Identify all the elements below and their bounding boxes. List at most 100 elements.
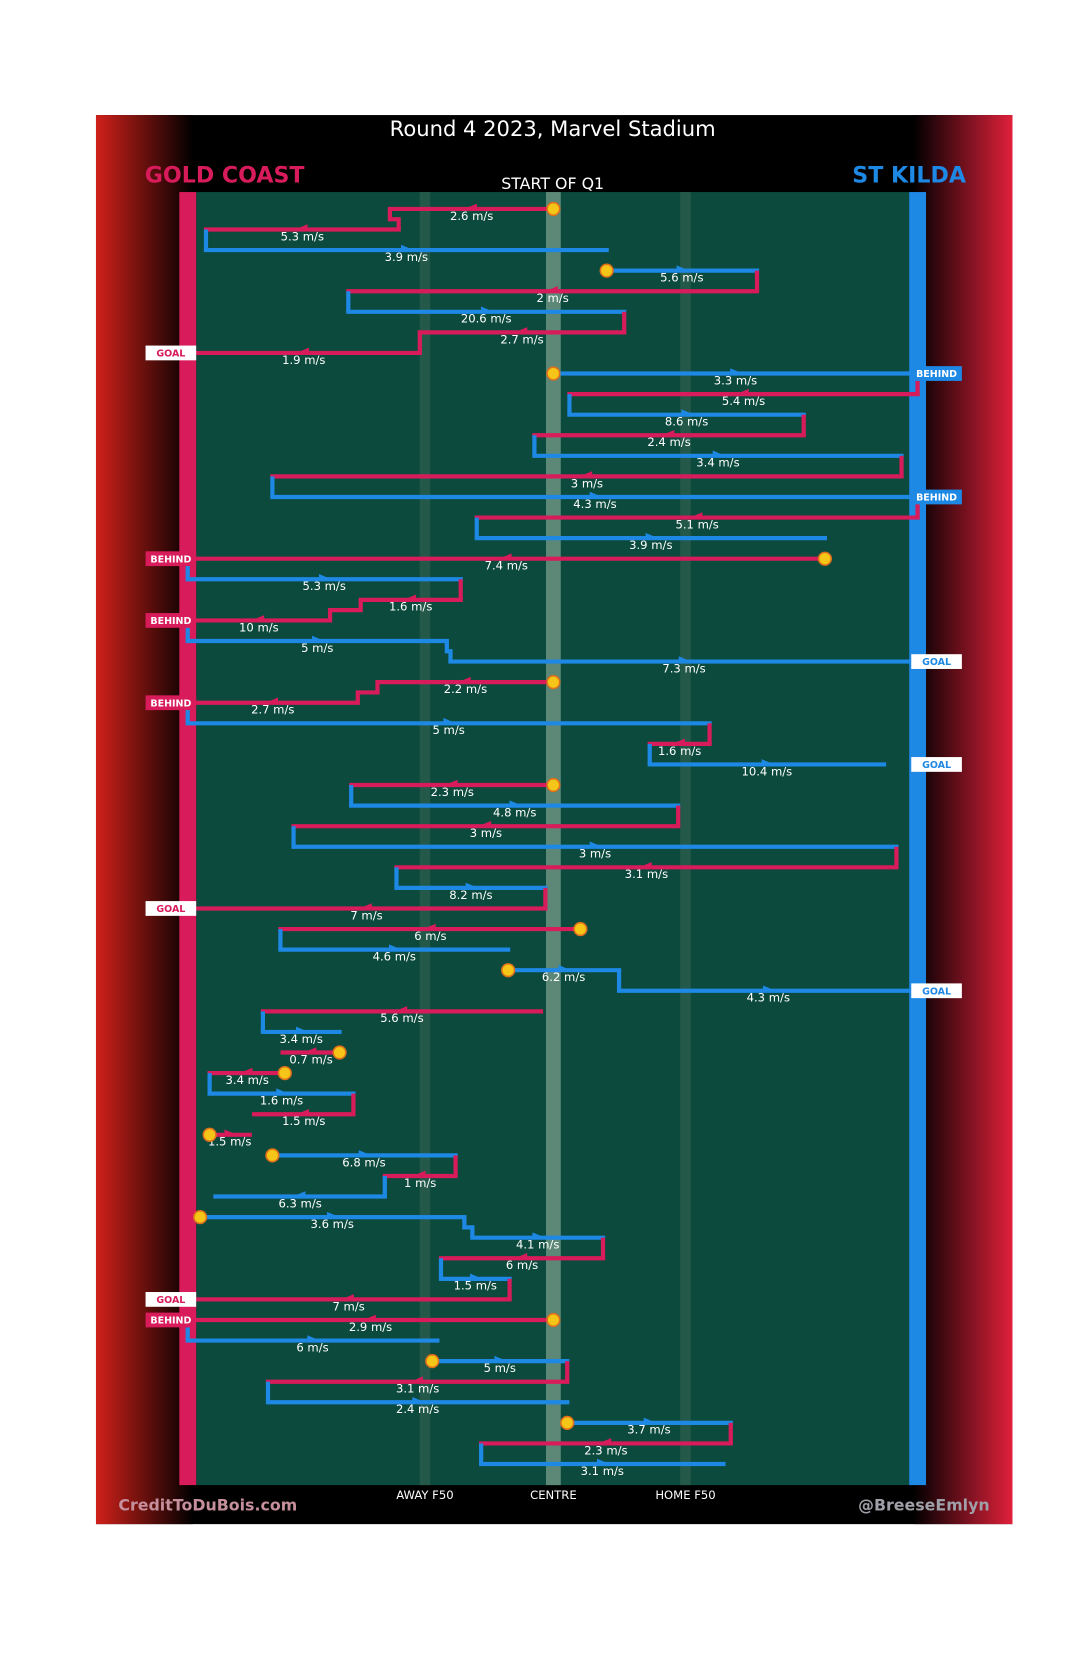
result-label: GOAL: [922, 657, 951, 668]
speed-label: 7 m/s: [333, 1299, 365, 1313]
speed-label: 3.4 m/s: [280, 1032, 323, 1046]
speed-label: 3.9 m/s: [629, 538, 672, 552]
speed-label: 10 m/s: [239, 620, 279, 634]
arrow: [265, 697, 279, 704]
speed-label: 1.6 m/s: [658, 744, 701, 758]
ball-up: [546, 366, 561, 381]
speed-label: 7.4 m/s: [485, 559, 528, 573]
result-label: GOAL: [922, 986, 951, 997]
arrow: [465, 882, 479, 889]
speed-label: 1.6 m/s: [260, 1094, 303, 1108]
result-tag: [911, 983, 962, 999]
arrow: [478, 820, 492, 828]
x-tick-label: CENTRE: [530, 1488, 577, 1502]
arrow: [326, 1211, 340, 1219]
result-tag: [145, 613, 197, 628]
ball-up: [560, 1415, 575, 1430]
arrow: [444, 779, 458, 787]
speed-label: 5 m/s: [432, 723, 464, 737]
arrow: [672, 738, 685, 745]
speed-label: 3 m/s: [571, 476, 603, 490]
speed-label: 1.9 m/s: [282, 353, 325, 367]
speed-label: 1.5 m/s: [454, 1279, 497, 1293]
arrow: [681, 409, 694, 416]
arrow: [464, 203, 477, 210]
speed-label: 3 m/s: [470, 826, 502, 840]
speed-label: 1 m/s: [404, 1176, 436, 1190]
ball-up: [332, 1045, 347, 1060]
result-tag: [145, 551, 197, 567]
arrow: [763, 985, 776, 992]
chains: [185, 203, 920, 1467]
arrow: [514, 1252, 528, 1260]
speed-label: 3.1 m/s: [581, 1464, 624, 1478]
arrow: [401, 244, 414, 252]
arrow: [341, 1294, 354, 1301]
arrow: [458, 676, 471, 684]
arrow: [389, 944, 402, 951]
arrow: [412, 1397, 426, 1404]
arrow: [470, 1273, 483, 1280]
arrow: [359, 903, 372, 910]
speed-label: 6.3 m/s: [278, 1196, 321, 1210]
arrow: [676, 265, 690, 272]
arrow: [276, 1088, 289, 1095]
result-label: BEHIND: [916, 493, 957, 504]
speed-label: 1.5 m/s: [282, 1114, 325, 1128]
speed-label: 7 m/s: [350, 908, 382, 922]
arrow: [296, 347, 310, 355]
arrow: [303, 1047, 317, 1054]
result-tag: [911, 654, 962, 669]
team-name: ST KILDA: [852, 163, 967, 189]
speed-label: 5.3 m/s: [281, 229, 324, 243]
connector: [444, 641, 453, 662]
arrow: [645, 532, 659, 540]
speed-label: 20.6 m/s: [461, 312, 512, 326]
zone-band: [680, 192, 691, 1486]
arrow: [761, 759, 775, 766]
speed-label: 6 m/s: [414, 929, 446, 943]
arrow: [558, 964, 571, 972]
zone-band: [419, 192, 431, 1486]
left-goal-line: [179, 192, 197, 1486]
arrow: [423, 923, 436, 931]
result-label: BEHIND: [150, 1316, 191, 1327]
arrow: [736, 388, 749, 396]
arrow: [294, 224, 308, 231]
speed-label: 3.4 m/s: [226, 1073, 269, 1087]
arrow: [509, 800, 523, 807]
speed-label: 4.1 m/s: [516, 1238, 559, 1252]
arrow: [239, 1067, 253, 1075]
ball-up: [265, 1148, 280, 1163]
result-tag: [911, 489, 962, 505]
arrow: [443, 718, 457, 725]
speed-label: 6 m/s: [296, 1340, 328, 1354]
ball-up: [817, 551, 833, 566]
speed-label: 3.1 m/s: [396, 1382, 439, 1396]
speed-label: 2.3 m/s: [584, 1443, 627, 1457]
speed-label: 2.2 m/s: [444, 682, 487, 696]
credit: @BreeseEmlyn: [858, 1496, 990, 1515]
zone-band: [546, 192, 561, 1486]
ball-up: [202, 1127, 217, 1142]
arrow: [589, 841, 603, 848]
speed-label: 8.2 m/s: [449, 888, 492, 902]
arrow: [318, 574, 332, 581]
speed-label: 3.9 m/s: [385, 250, 428, 264]
speed-label: 5.1 m/s: [675, 517, 718, 531]
speed-label: 10.4 m/s: [741, 764, 792, 778]
x-tick-label: HOME F50: [655, 1488, 715, 1502]
result-label: GOAL: [156, 349, 185, 360]
arrow: [394, 1006, 408, 1013]
result-label: BEHIND: [150, 616, 191, 627]
speed-label: 2.9 m/s: [349, 1320, 392, 1334]
connector: [327, 599, 363, 621]
ball-up: [501, 963, 516, 978]
result-tag: [145, 345, 197, 361]
ball-up: [599, 263, 614, 278]
result-label: BEHIND: [150, 698, 191, 709]
result-label: GOAL: [156, 1295, 185, 1306]
arrow: [532, 1232, 546, 1239]
ball-up: [546, 1312, 561, 1328]
arrow: [307, 1335, 320, 1342]
